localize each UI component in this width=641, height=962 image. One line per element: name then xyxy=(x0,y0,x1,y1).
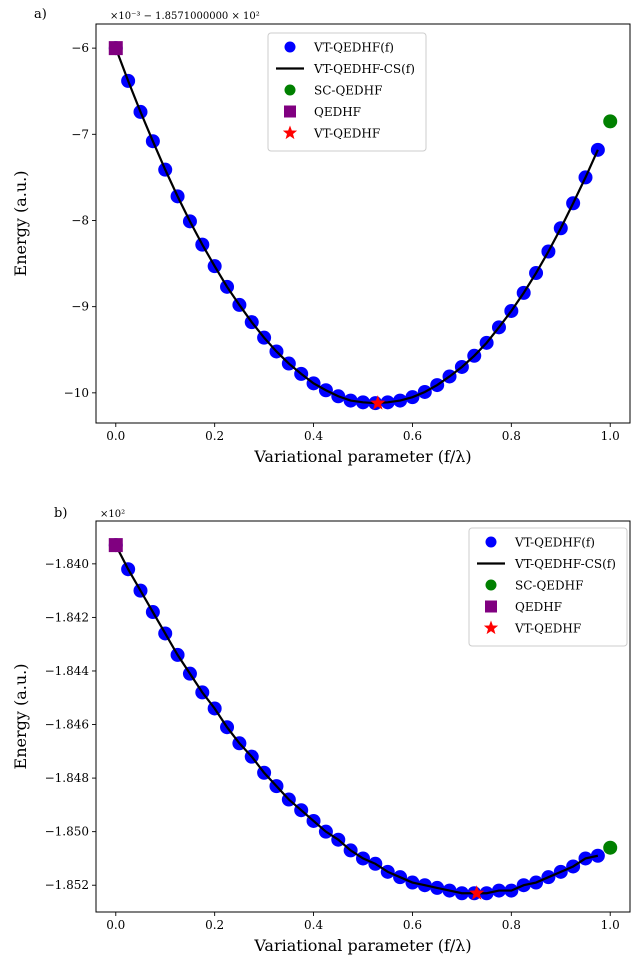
legend-marker-vt-qedhf-f- xyxy=(485,536,497,548)
legend-marker-sc-qedhf xyxy=(485,579,497,591)
legend-label: SC-QEDHF xyxy=(314,84,382,98)
data-point-vt-qedhf-f xyxy=(590,142,605,157)
x-axis-label: Variational parameter (f/λ) xyxy=(253,447,471,466)
x-tick-label: 0.8 xyxy=(502,429,521,443)
x-tick-label: 0.0 xyxy=(106,918,125,932)
legend-label: VT-QEDHF xyxy=(313,127,380,141)
legend-label: SC-QEDHF xyxy=(515,579,583,593)
plot-frame xyxy=(95,23,631,424)
panel-label: a) xyxy=(34,7,47,22)
series-line-vt-qedhf-cs-f xyxy=(114,47,599,405)
y-tick-label: −6 xyxy=(71,41,89,55)
x-axis-label: Variational parameter (f/λ) xyxy=(253,936,471,955)
plot-frame xyxy=(95,520,631,913)
x-tick-label: 0.4 xyxy=(304,918,323,932)
x-tick-label: 0.6 xyxy=(403,429,422,443)
legend-marker-qedhf xyxy=(485,600,497,613)
x-tick-label: 0.2 xyxy=(205,429,224,443)
legend-label: VT-QEDHF(f) xyxy=(313,41,394,55)
data-point-vt-qedhf xyxy=(370,395,386,410)
legend-label: VT-QEDHF xyxy=(514,622,581,636)
data-point-sc-qedhf xyxy=(603,114,618,129)
y-tick-label: −10 xyxy=(64,386,89,400)
legend-label: QEDHF xyxy=(515,600,562,614)
panel-label: b) xyxy=(54,506,67,521)
x-tick-label: 1.0 xyxy=(601,429,620,443)
legend-box xyxy=(267,32,427,152)
x-tick-label: 0.8 xyxy=(502,918,521,932)
legend-marker-sc-qedhf xyxy=(284,84,296,96)
legend-marker-qedhf xyxy=(284,105,296,118)
y-tick-label: −1.852 xyxy=(45,878,89,892)
x-tick-label: 0.0 xyxy=(106,429,125,443)
legend: VT-QEDHF(f) VT-QEDHF-CS(f) SC-QEDHF QEDHF VT… xyxy=(267,32,427,152)
legend-label: VT-QEDHF-CS(f) xyxy=(514,557,616,571)
data-point-vt-qedhf xyxy=(469,885,485,900)
y-tick-label: −7 xyxy=(71,127,89,141)
y-tick-label: −9 xyxy=(71,300,89,314)
legend-marker-vt-qedhf xyxy=(282,125,298,140)
legend-label: VT-QEDHF(f) xyxy=(514,536,595,550)
y-tick-label: −1.844 xyxy=(45,664,90,678)
axis-offset-label: ×10² xyxy=(100,509,125,520)
y-tick-label: −8 xyxy=(71,213,89,227)
y-tick-label: −1.848 xyxy=(45,771,89,785)
data-point-vt-qedhf-f xyxy=(590,848,605,863)
chart-panel-b: b) ×10² 0.0 0.2 0.4 0.6 0.8 1.0 −1.840 −1.842 −1.8… xyxy=(11,506,631,955)
y-axis-label: Energy (a.u.) xyxy=(11,171,30,277)
x-tick-label: 0.6 xyxy=(403,918,422,932)
x-tick-label: 0.2 xyxy=(205,918,224,932)
y-tick-label: −1.840 xyxy=(45,557,89,571)
y-tick-label: −1.846 xyxy=(45,718,89,732)
axis-offset-label: ×10⁻³ − 1.8571000000 × 10² xyxy=(110,11,260,22)
legend-marker-vt-qedhf xyxy=(483,620,499,635)
legend-box xyxy=(468,527,628,647)
x-tick-label: 0.4 xyxy=(304,429,323,443)
chart-panel-a: a) ×10⁻³ − 1.8571000000 × 10² 0.0 0.2 0.4 0.6… xyxy=(11,7,631,466)
y-tick-label: −1.850 xyxy=(45,825,89,839)
x-tick-label: 1.0 xyxy=(601,918,620,932)
legend-marker-vt-qedhf-f- xyxy=(284,41,296,53)
legend: VT-QEDHF(f) VT-QEDHF-CS(f) SC-QEDHF QEDHF VT… xyxy=(468,527,628,647)
data-point-qedhf xyxy=(108,41,123,56)
y-tick-label: −1.842 xyxy=(45,610,89,624)
data-point-sc-qedhf xyxy=(603,840,618,855)
legend-label: VT-QEDHF-CS(f) xyxy=(313,62,415,76)
data-point-qedhf xyxy=(108,538,123,553)
y-axis-label: Energy (a.u.) xyxy=(11,664,30,770)
series-line-vt-qedhf-cs-f xyxy=(114,544,599,895)
legend-label: QEDHF xyxy=(314,105,361,119)
